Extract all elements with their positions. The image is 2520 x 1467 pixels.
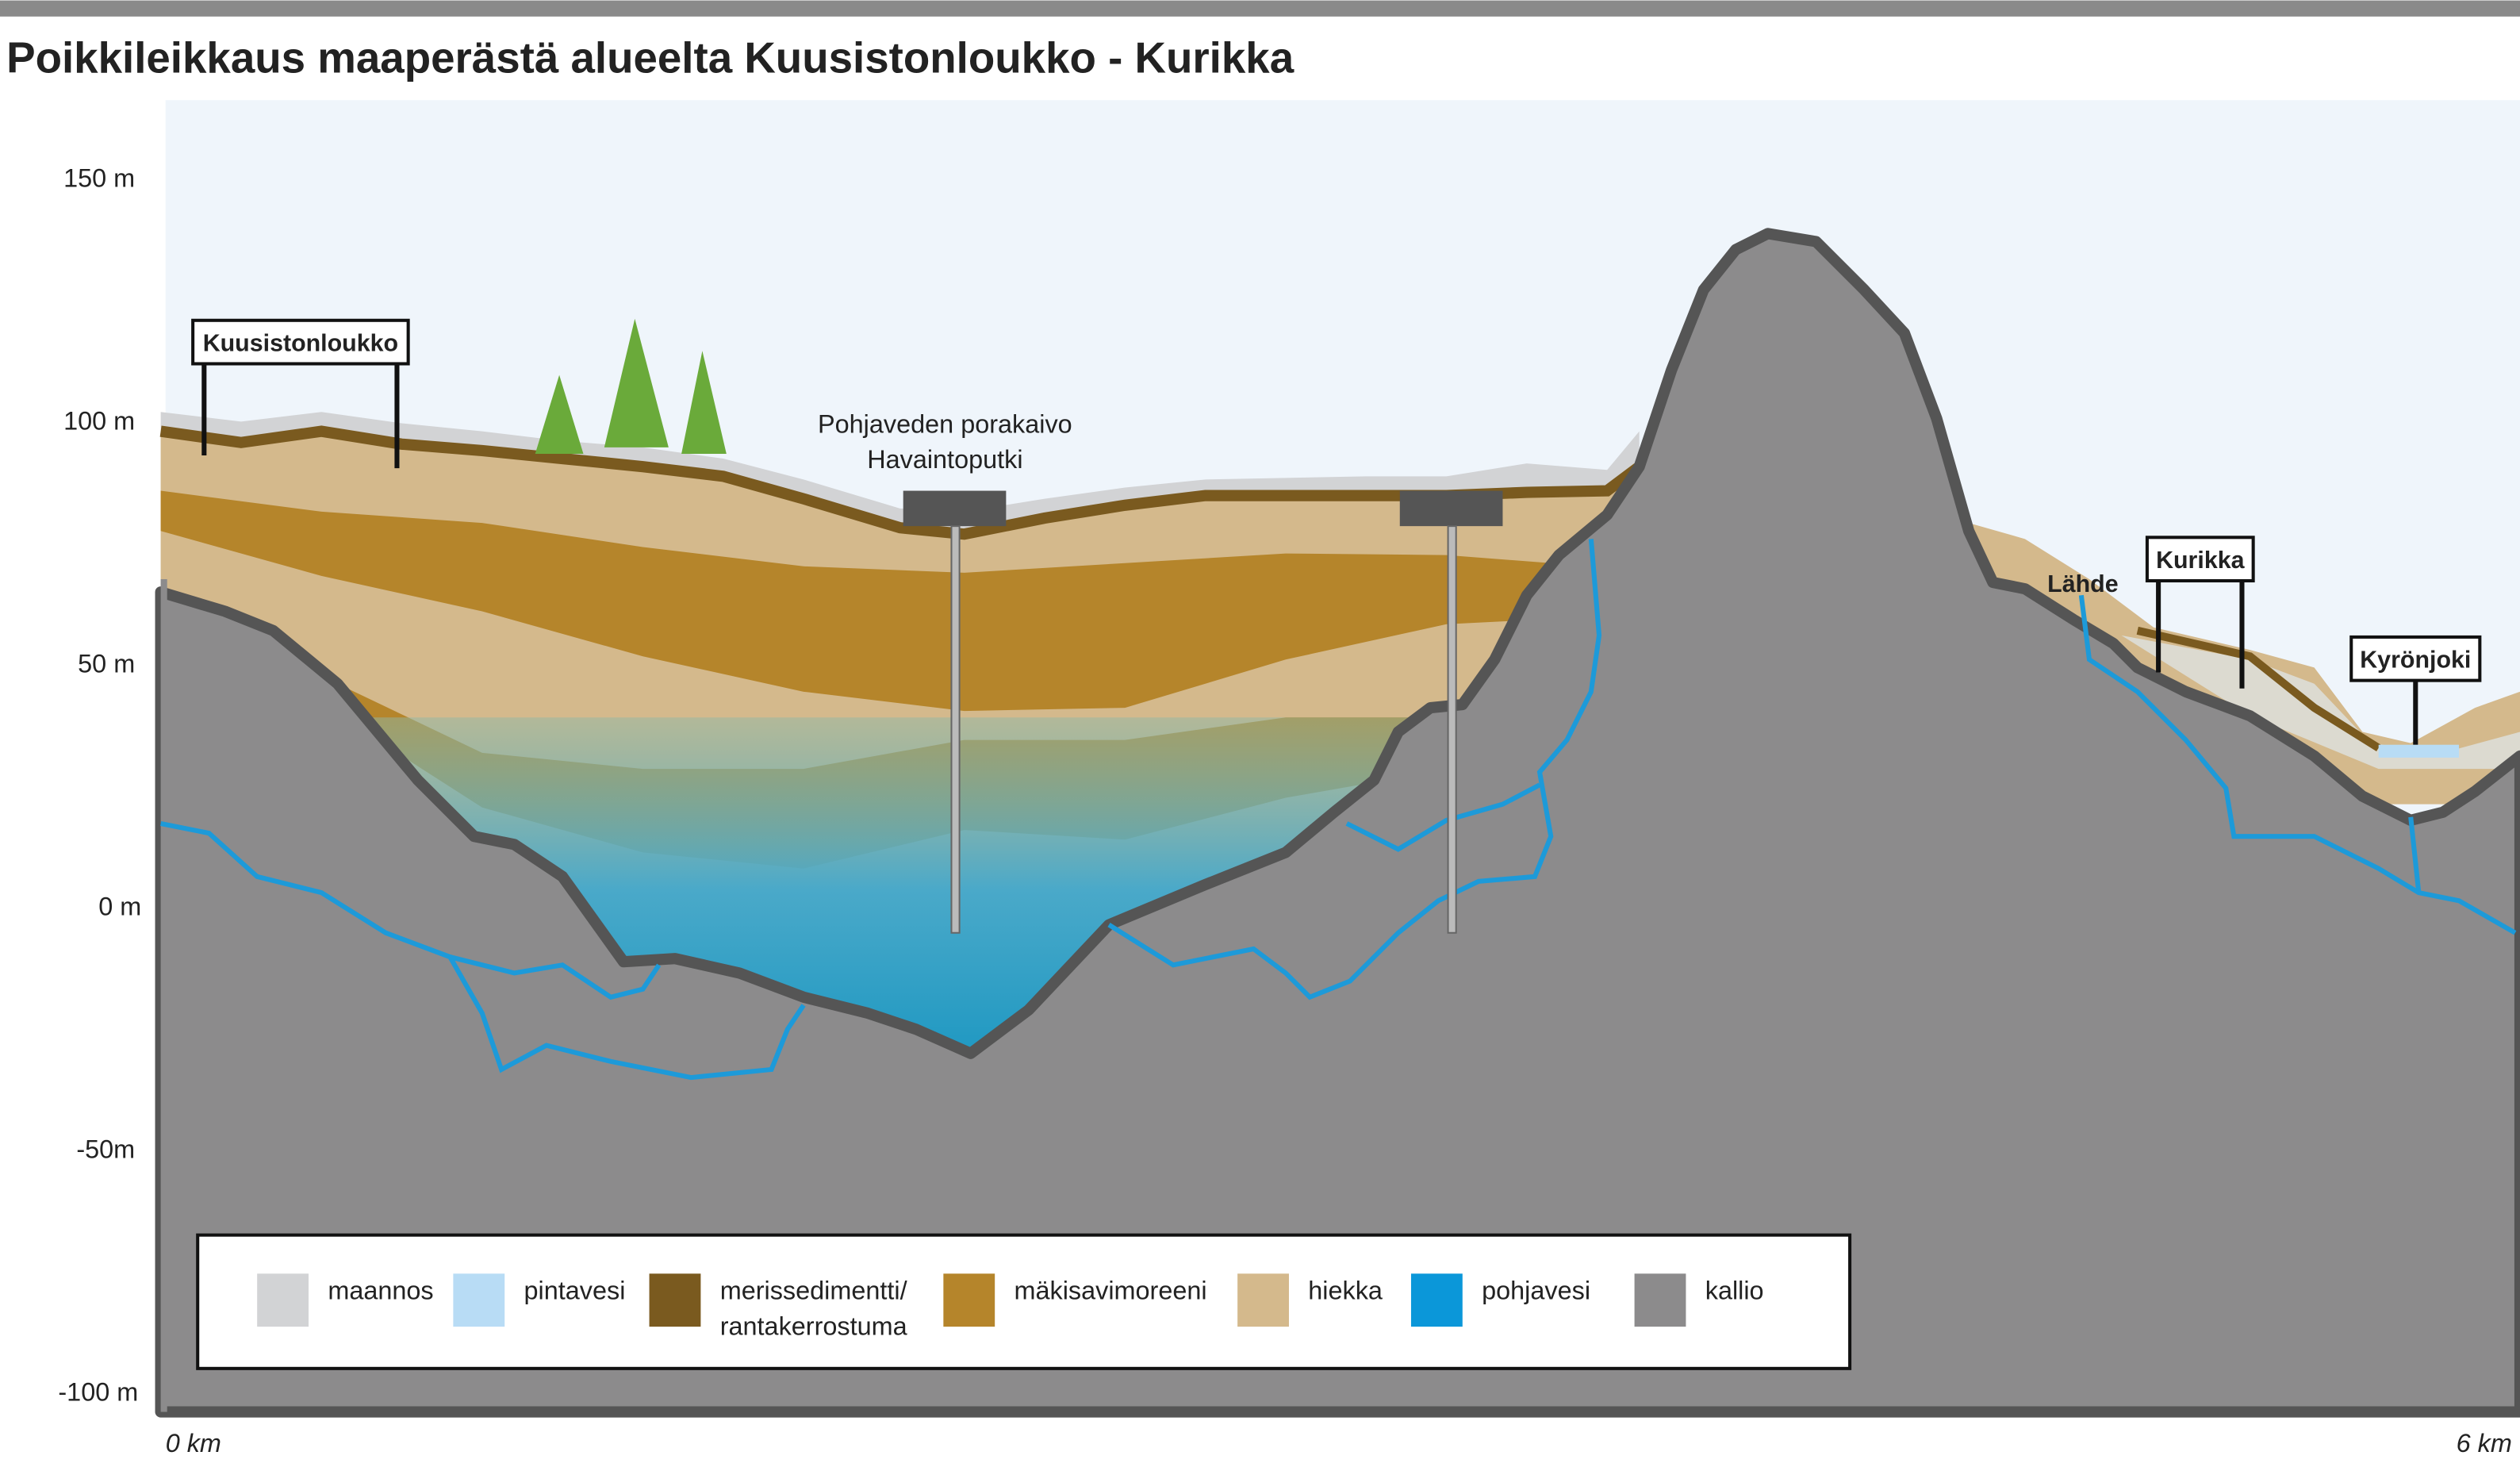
sign xyxy=(191,318,410,366)
groundwater-flow xyxy=(1107,539,1602,1000)
well-pipe xyxy=(1447,525,1457,934)
y-label: 100 m xyxy=(63,407,135,436)
y-label: 0 m xyxy=(98,892,141,920)
swatch xyxy=(1410,1273,1463,1327)
groundwater-flow xyxy=(2408,816,2422,893)
well-head xyxy=(1399,490,1503,527)
legend-label: kallio xyxy=(1705,1277,1764,1305)
legend-label: pohjavesi xyxy=(1482,1277,1590,1305)
legend-label: pintavesi xyxy=(524,1277,626,1305)
swatch xyxy=(453,1273,505,1327)
place-label: Kurikka xyxy=(2156,547,2246,574)
maannos xyxy=(2121,635,2520,770)
groundwater-flow xyxy=(2078,594,2517,935)
y-label: 50 m xyxy=(78,650,135,678)
title: Poikkileikkaus maaperästä alueelta Kuusi… xyxy=(6,33,1295,83)
y-label: 150 m xyxy=(63,164,135,193)
kallio-edge xyxy=(160,578,167,1412)
y-label: -100 m xyxy=(58,1377,138,1406)
y-label: -50m xyxy=(76,1135,135,1163)
legend-label: merissedimentti/ xyxy=(720,1277,907,1305)
groundwater-flow xyxy=(449,954,662,1000)
swatch xyxy=(1634,1273,1686,1327)
swatch xyxy=(649,1273,701,1327)
legend-label: mäkisavimoreeni xyxy=(1014,1277,1206,1305)
legend-label: maannos xyxy=(328,1277,433,1305)
legend: maannos pintavesi merissedimentti/ ranta… xyxy=(196,1233,1852,1370)
place-label: Kyrönjoki xyxy=(2360,646,2471,673)
swatch xyxy=(1237,1273,1289,1327)
place-label: Lähde xyxy=(2047,570,2118,597)
kallio xyxy=(155,228,2520,1418)
well-label: Pohjaveden porakaivo xyxy=(818,410,1072,439)
groundwater-flow xyxy=(160,820,806,1081)
groundwater-flow xyxy=(1345,782,1541,852)
merissedimentti xyxy=(2136,626,2381,752)
x-label: 0 km xyxy=(166,1429,221,1457)
x-label: 6 km xyxy=(2457,1429,2512,1457)
well-pipe xyxy=(950,525,961,934)
moreeni xyxy=(160,490,1552,712)
sign xyxy=(2349,635,2482,682)
trees xyxy=(535,318,727,454)
sign xyxy=(2145,536,2255,583)
pintavesi xyxy=(2378,744,2460,758)
swatch xyxy=(943,1273,995,1327)
place-label: Kuusistonloukko xyxy=(203,329,398,356)
well-head xyxy=(903,490,1007,527)
legend-label: rantakerrostuma xyxy=(720,1311,908,1340)
swatch xyxy=(257,1273,309,1327)
legend-label: hiekka xyxy=(1308,1277,1383,1305)
top-bar xyxy=(0,0,2520,17)
well-label: Havaintoputki xyxy=(867,445,1022,474)
